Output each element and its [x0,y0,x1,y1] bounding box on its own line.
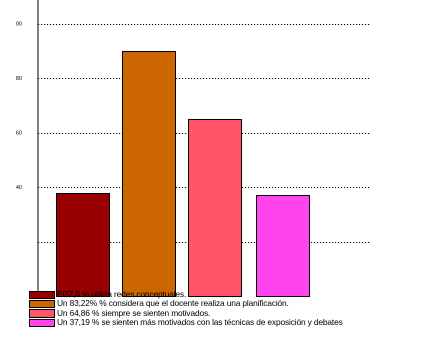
y-tick-label-40: 40 [16,185,22,191]
bar-1 [56,193,110,297]
legend: El37,8 % utiliza redes conceptuales. Un 8… [29,289,442,328]
legend-swatch-4 [29,318,55,327]
legend-item-4: Un 37,19 % se sienten más motivados con … [29,317,442,328]
legend-item-1: El37,8 % utiliza redes conceptuales. [29,289,442,299]
bar-2 [122,51,176,297]
legend-label-4: Un 37,19 % se sienten más motivados con … [57,317,343,328]
y-tick-label-60: 60 [16,131,22,137]
bar-4 [256,195,310,297]
legend-label-1: El37,8 % utiliza redes conceptuales. [57,289,187,299]
legend-swatch-1 [29,290,55,299]
legend-label-3: Un 64,86 % siempre se sienten motivados. [57,307,211,318]
legend-swatch-3 [29,309,55,318]
y-tick-label-80: 80 [16,76,22,82]
legend-label-2: Un 83,22% % considera que el docente rea… [57,298,289,309]
legend-swatch-2 [29,299,55,309]
y-tick-labels: 40 60 80 00 [16,22,22,192]
legend-item-3: Un 64,86 % siempre se sienten motivados. [29,307,442,318]
y-tick-label-100: 00 [16,22,22,28]
legend-item-2: Un 83,22% % considera que el docente rea… [29,298,442,309]
bars [56,51,310,297]
bar-3 [188,119,242,297]
